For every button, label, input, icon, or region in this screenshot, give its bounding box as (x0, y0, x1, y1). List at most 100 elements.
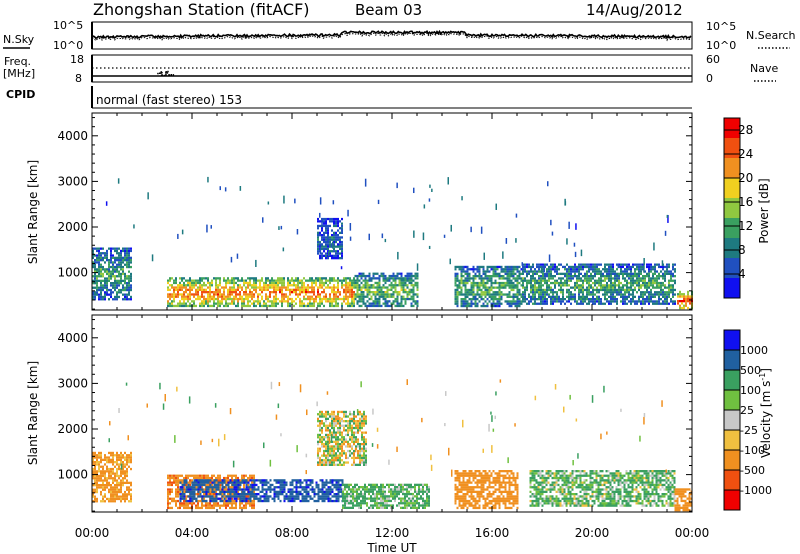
power-cell (366, 291, 369, 294)
velocity-cell (102, 458, 104, 461)
power-cell (464, 298, 467, 301)
velocity-cell (185, 483, 187, 487)
power-cell (126, 284, 128, 287)
power-cell (329, 297, 331, 301)
power-cell (670, 291, 672, 294)
power-cell (392, 291, 395, 294)
power-cell (201, 279, 203, 282)
power-cell (349, 277, 351, 280)
power-cell (315, 281, 317, 285)
velocity-cell (171, 499, 173, 503)
velocity-cell (94, 474, 96, 478)
velocity-cell (213, 479, 216, 482)
power-cell (354, 293, 357, 296)
velocity-cell (171, 488, 173, 491)
power-cell (183, 281, 185, 285)
power-cell (311, 286, 313, 289)
power-cell (480, 281, 483, 285)
power-cell (169, 302, 171, 305)
power-cell (215, 277, 217, 280)
power-cell (458, 291, 461, 294)
power-cell (333, 304, 335, 308)
power-cell (598, 272, 600, 275)
power-cell (590, 291, 592, 294)
power-cell (173, 291, 175, 294)
power-cell (263, 304, 265, 308)
power-colorbar-tick-label: 8 (738, 243, 746, 257)
power-cell (189, 284, 191, 287)
power-cell (530, 275, 532, 278)
power-cell (588, 291, 590, 294)
power-cell (177, 291, 179, 294)
power-cell (382, 293, 385, 296)
power-cell (630, 277, 632, 280)
power-cell (259, 302, 261, 305)
power-cell (267, 295, 269, 298)
power-cell (285, 286, 287, 289)
power-cell (215, 291, 217, 294)
power-cell (638, 295, 640, 298)
velocity-cell (215, 499, 218, 503)
velocity-cell (261, 488, 264, 491)
power-cell (656, 302, 658, 305)
power-cell (114, 256, 116, 259)
power-cell (366, 274, 369, 278)
power-cell (506, 270, 509, 273)
power-cell (122, 261, 124, 264)
power-cell (207, 281, 209, 285)
velocity-cell (92, 493, 94, 496)
power-cell (317, 250, 319, 253)
power-cell (540, 263, 542, 266)
power-cell (327, 227, 329, 230)
power-cell (526, 284, 528, 287)
power-cell (550, 265, 552, 269)
velocity-cell (169, 506, 171, 510)
velocity-cell (305, 481, 308, 484)
power-cell (562, 293, 564, 296)
power-cell (516, 302, 519, 305)
power-cell (329, 217, 331, 221)
power-cell (167, 293, 169, 296)
power-cell (646, 284, 648, 287)
power-cell (642, 302, 644, 305)
velocity-cell (253, 476, 255, 480)
power-cell (578, 270, 580, 273)
velocity-cell (311, 479, 314, 482)
power-cell (116, 275, 118, 278)
velocity-cell (213, 488, 215, 491)
power-cell (572, 268, 574, 271)
velocity-cell (120, 474, 122, 478)
power-cell (126, 249, 128, 253)
power-cell (414, 281, 417, 285)
velocity-cell (319, 413, 321, 416)
power-cell (173, 288, 175, 291)
velocity-cell (245, 506, 247, 510)
power-cell (670, 277, 672, 280)
power-cell (345, 297, 347, 301)
velocity-cell (249, 504, 251, 507)
power-cell (598, 295, 600, 298)
power-cell (112, 286, 114, 289)
power-cell (331, 277, 333, 280)
power-cell (568, 293, 570, 296)
power-cell (362, 297, 365, 301)
power-cell (582, 291, 584, 294)
power-cell (560, 281, 562, 285)
velocity-cell (203, 474, 205, 477)
velocity-cell (179, 486, 182, 489)
velocity-cell (219, 481, 222, 484)
power-cell (236, 253, 239, 259)
power-cell (594, 284, 596, 287)
power-cell (98, 275, 100, 278)
velocity-cell (331, 488, 334, 491)
noise-right-tick-bottom: 10^0 (706, 39, 736, 52)
power-cell (576, 268, 578, 271)
velocity-cell (275, 481, 278, 484)
velocity-cell (193, 476, 195, 480)
power-cell (370, 297, 373, 301)
velocity-cell (239, 495, 242, 498)
velocity-cell (291, 488, 294, 491)
power-cell (654, 300, 656, 303)
nsky-label: N.Sky (3, 33, 35, 46)
